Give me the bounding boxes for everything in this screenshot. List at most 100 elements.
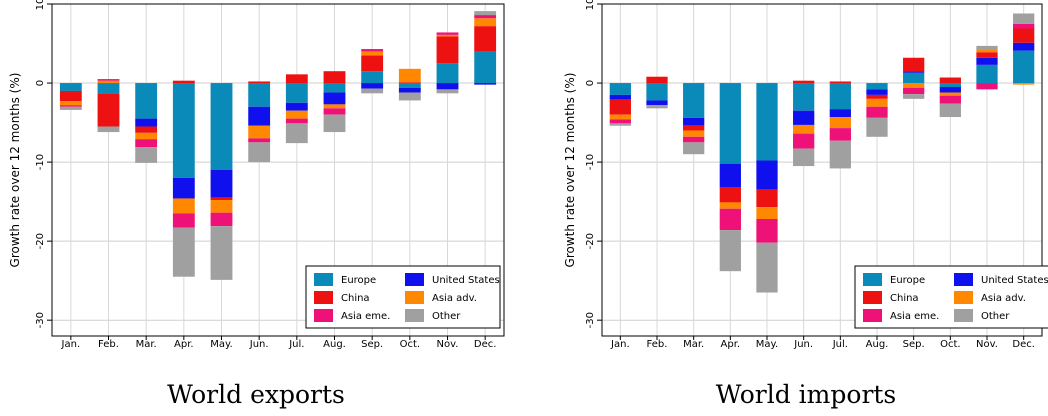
bar-segment — [719, 202, 741, 209]
x-tick-label: Apr. — [721, 339, 741, 350]
chart-panel-1: 10 0 -10 -20 -30 Jan. Feb. Mar. Apr. May. Jun. Jul.… — [8, 0, 505, 409]
bar-segment — [939, 77, 961, 84]
legend-swatch — [954, 309, 973, 322]
legend-label: China — [890, 293, 919, 304]
x-tick-label: Sep. — [903, 339, 925, 350]
bar-segment — [97, 93, 120, 127]
legend-label: Other — [981, 311, 1010, 322]
bar-segment — [1013, 50, 1035, 84]
legend-label: China — [341, 293, 370, 304]
bar-segment — [285, 110, 308, 119]
bar-segment — [474, 83, 497, 85]
bar-segment — [976, 52, 998, 58]
bar-segment — [285, 102, 308, 111]
legend-swatch — [314, 291, 333, 304]
bar-segment — [683, 83, 705, 118]
bar-segment — [866, 83, 888, 90]
legend-label: Europe — [341, 275, 376, 286]
bar-segment — [210, 200, 233, 213]
legend-swatch — [314, 309, 333, 322]
x-tick-label: Nov. — [976, 339, 998, 350]
bar-segment — [323, 108, 346, 115]
bar-segment — [398, 92, 421, 101]
bar-segment — [474, 51, 497, 84]
bar-segment — [903, 83, 925, 88]
bar-segment — [135, 126, 158, 133]
bar-segment — [59, 105, 82, 107]
bar-segment — [609, 94, 631, 100]
x-tick-label: Dec. — [474, 339, 497, 350]
bar-segment — [323, 114, 346, 133]
bar-segment — [361, 51, 384, 56]
legend-label: Asia eme. — [341, 311, 390, 322]
legend-swatch — [863, 291, 882, 304]
bar-segment — [976, 57, 998, 65]
bar-segment — [646, 105, 668, 109]
bar-segment — [172, 177, 195, 199]
x-tick-label: Jun. — [249, 339, 269, 350]
bar-segment — [285, 74, 308, 84]
bar-segment — [59, 106, 82, 110]
x-tick-label: Jun. — [793, 339, 813, 350]
bar-segment — [719, 187, 741, 203]
chart-caption: World imports — [716, 380, 897, 409]
legend-label: United States — [432, 275, 500, 286]
bar-segment — [1013, 83, 1035, 85]
bar-segment — [609, 119, 631, 124]
bar-segment — [323, 71, 346, 84]
bar-segment — [939, 103, 961, 118]
y-tick-label: 0 — [35, 80, 46, 86]
bar-segment — [646, 76, 668, 84]
bar-segment — [398, 87, 421, 93]
bar-segment — [172, 83, 195, 178]
bar-segment — [1013, 28, 1035, 43]
x-tick-label: Oct. — [940, 339, 960, 350]
bar-segment — [609, 123, 631, 126]
bar-segment — [903, 94, 925, 99]
bar-segment — [866, 117, 888, 137]
bar-segment — [474, 11, 497, 16]
bar-segment — [248, 142, 271, 163]
bar-segment — [210, 197, 233, 201]
bar-segment — [474, 18, 497, 27]
y-tick-label: -10 — [585, 154, 596, 170]
x-tick-label: May. — [756, 339, 778, 350]
bar-segment — [436, 89, 459, 94]
legend-swatch — [405, 273, 424, 286]
bar-segment — [361, 88, 384, 94]
bar-segment — [285, 83, 308, 103]
legend-swatch — [863, 273, 882, 286]
bar-segment — [210, 226, 233, 280]
bar-segment — [866, 94, 888, 99]
legend: Europe United States China Asia adv. Asia em… — [305, 265, 501, 329]
y-tick-label: 10 — [35, 0, 46, 10]
bar-segment — [361, 55, 384, 72]
bar-segment — [97, 126, 120, 133]
bar-segment — [323, 104, 346, 109]
bar-segment — [756, 189, 778, 208]
bar-segment — [829, 109, 851, 118]
bar-segment — [976, 83, 998, 90]
x-tick-label: Feb. — [98, 339, 119, 350]
bar-segment — [474, 15, 497, 19]
bar-segment — [756, 207, 778, 220]
bar-segment — [866, 89, 888, 95]
y-tick-label: -10 — [35, 154, 46, 170]
bar-segment — [683, 117, 705, 126]
bar-segment — [719, 163, 741, 188]
bar-segment — [866, 98, 888, 107]
bar-segment — [609, 114, 631, 120]
chart-panel-2: 10 0 -10 -20 -30 Jan. Feb. Mar. Apr. May. Jun. Jul.… — [563, 0, 1048, 409]
bar-segment — [1013, 23, 1035, 29]
bar-segment — [59, 101, 82, 106]
legend: Europe United States China Asia adv. Asia em… — [854, 265, 1048, 329]
plot-frame — [51, 3, 505, 337]
bar-segment — [903, 87, 925, 95]
bar-segment — [829, 140, 851, 169]
bar-segment — [172, 213, 195, 228]
bar-segment — [59, 90, 82, 102]
legend-swatch — [954, 273, 973, 286]
y-axis-title: Growth rate over 12 months (%) — [8, 73, 22, 268]
bar-segment — [793, 110, 815, 125]
